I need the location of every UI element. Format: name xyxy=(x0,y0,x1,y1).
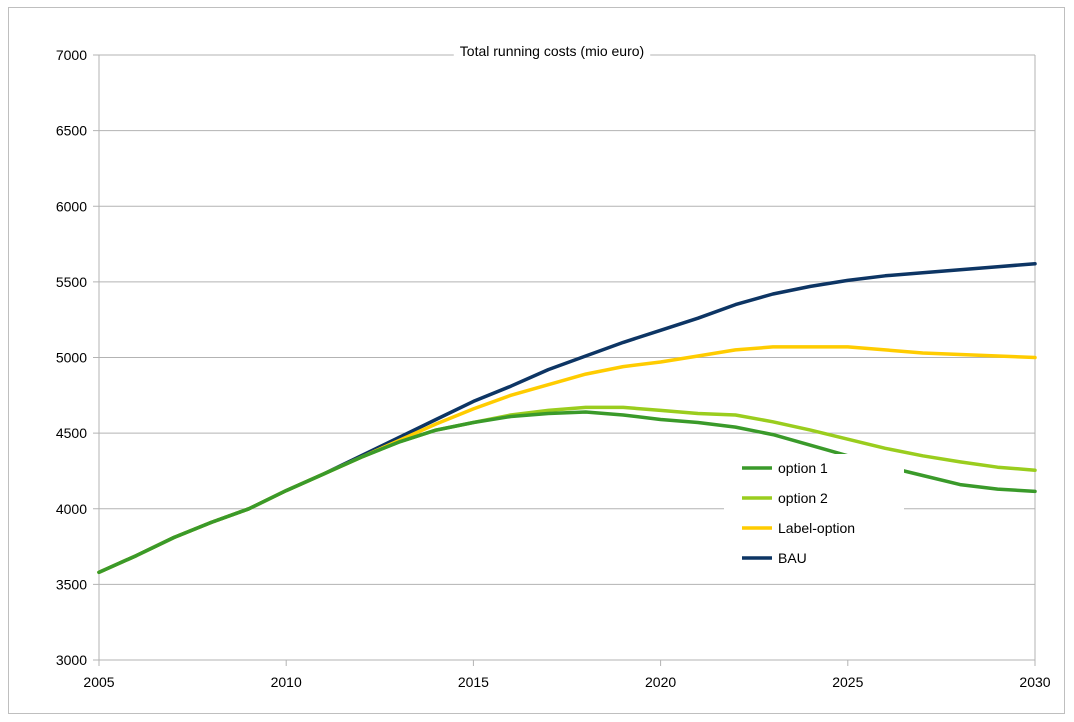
x-tick-label: 2015 xyxy=(458,674,489,690)
y-tick-label: 4500 xyxy=(56,425,87,441)
series-lines xyxy=(97,261,1037,575)
x-tick-label: 2010 xyxy=(271,674,302,690)
x-tick-label: 2030 xyxy=(1019,674,1050,690)
legend: option 1 option 2 Label-option BAU xyxy=(724,454,904,582)
chart-title: Total running costs (mio euro) xyxy=(460,43,644,59)
x-tick-label: 2005 xyxy=(83,674,114,690)
y-tick-label: 6000 xyxy=(56,198,87,214)
y-tick-label: 4000 xyxy=(56,501,87,517)
legend-background xyxy=(724,454,904,582)
gridlines xyxy=(93,54,1036,666)
chart-frame xyxy=(8,7,1065,714)
y-tick-label: 5500 xyxy=(56,274,87,290)
y-axis-tick-labels: 3000 3500 4000 4500 5000 5500 6000 6500 7000 xyxy=(56,47,87,668)
legend-label: BAU xyxy=(778,550,807,566)
y-tick-label: 3000 xyxy=(56,652,87,668)
y-tick-label: 7000 xyxy=(56,47,87,63)
chart-title-background xyxy=(453,41,651,61)
x-tick-label: 2025 xyxy=(832,674,863,690)
x-axis-tick-labels: 2005 2010 2015 2020 2025 2030 xyxy=(83,674,1050,690)
legend-label: option 1 xyxy=(778,460,828,476)
y-tick-label: 5000 xyxy=(56,350,87,366)
legend-label: option 2 xyxy=(778,490,828,506)
chart-title-group: Total running costs (mio euro) xyxy=(453,41,651,61)
y-tick-label: 3500 xyxy=(56,576,87,592)
x-tick-label: 2020 xyxy=(645,674,676,690)
y-tick-label: 6500 xyxy=(56,123,87,139)
legend-label: Label-option xyxy=(778,520,855,536)
